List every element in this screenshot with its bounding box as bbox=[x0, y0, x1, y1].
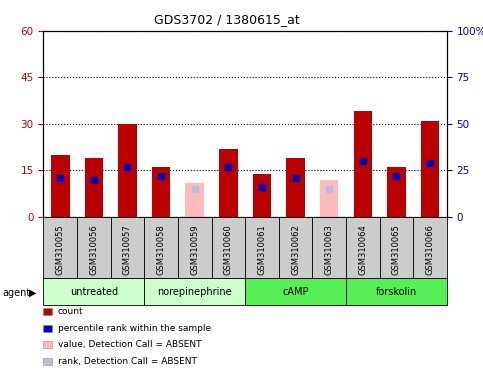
Bar bbox=[152, 167, 170, 217]
Bar bbox=[219, 149, 238, 217]
Bar bbox=[354, 111, 372, 217]
Bar bbox=[253, 174, 271, 217]
Text: GSM310062: GSM310062 bbox=[291, 225, 300, 275]
Text: GDS3702 / 1380615_at: GDS3702 / 1380615_at bbox=[154, 13, 300, 26]
Text: GSM310065: GSM310065 bbox=[392, 225, 401, 275]
Text: GSM310066: GSM310066 bbox=[426, 225, 435, 275]
Bar bbox=[178, 217, 212, 278]
Bar bbox=[185, 183, 204, 217]
Text: GSM310055: GSM310055 bbox=[56, 225, 65, 275]
Text: GSM310063: GSM310063 bbox=[325, 225, 334, 275]
Text: value, Detection Call = ABSENT: value, Detection Call = ABSENT bbox=[58, 340, 201, 349]
Bar bbox=[245, 217, 279, 278]
Bar bbox=[346, 217, 380, 278]
Text: count: count bbox=[58, 307, 84, 316]
Text: cAMP: cAMP bbox=[282, 287, 309, 297]
Bar bbox=[413, 217, 447, 278]
Text: forskolin: forskolin bbox=[376, 287, 417, 297]
Bar bbox=[320, 180, 339, 217]
Bar bbox=[51, 155, 70, 217]
Text: untreated: untreated bbox=[70, 287, 118, 297]
Bar bbox=[144, 278, 245, 305]
Bar bbox=[286, 158, 305, 217]
Bar bbox=[111, 217, 144, 278]
Text: GSM310057: GSM310057 bbox=[123, 225, 132, 275]
Text: ▶: ▶ bbox=[29, 288, 37, 298]
Text: GSM310064: GSM310064 bbox=[358, 225, 367, 275]
Text: GSM310060: GSM310060 bbox=[224, 225, 233, 275]
Bar bbox=[387, 167, 406, 217]
Bar bbox=[380, 217, 413, 278]
Text: agent: agent bbox=[2, 288, 30, 298]
Bar bbox=[85, 158, 103, 217]
Bar bbox=[279, 217, 313, 278]
Bar bbox=[43, 278, 144, 305]
Bar bbox=[43, 217, 77, 278]
Text: norepinephrine: norepinephrine bbox=[157, 287, 232, 297]
Bar bbox=[77, 217, 111, 278]
Text: GSM310061: GSM310061 bbox=[257, 225, 267, 275]
Text: percentile rank within the sample: percentile rank within the sample bbox=[58, 324, 211, 333]
Bar bbox=[346, 278, 447, 305]
Bar bbox=[118, 124, 137, 217]
Bar bbox=[421, 121, 439, 217]
Bar bbox=[313, 217, 346, 278]
Text: GSM310058: GSM310058 bbox=[156, 225, 166, 275]
Bar bbox=[144, 217, 178, 278]
Text: GSM310056: GSM310056 bbox=[89, 225, 99, 275]
Bar bbox=[245, 278, 346, 305]
Text: GSM310059: GSM310059 bbox=[190, 225, 199, 275]
Text: rank, Detection Call = ABSENT: rank, Detection Call = ABSENT bbox=[58, 357, 197, 366]
Bar bbox=[212, 217, 245, 278]
